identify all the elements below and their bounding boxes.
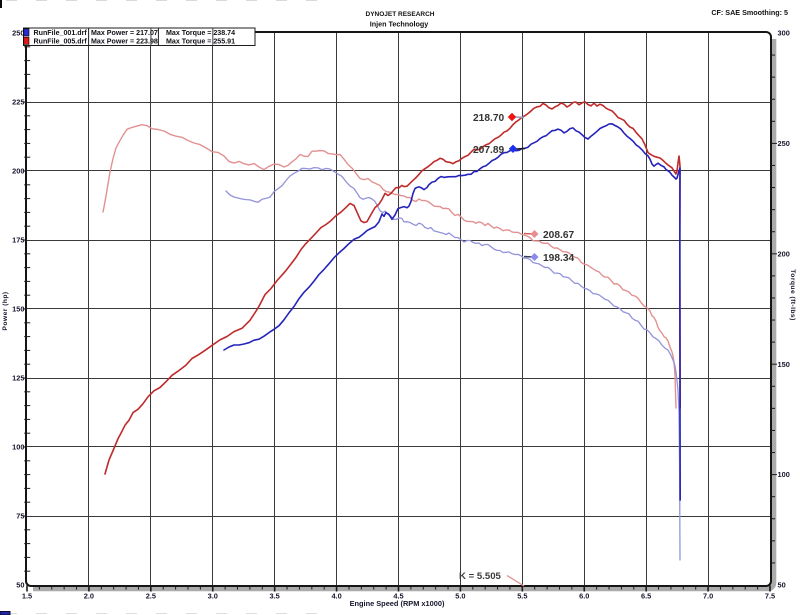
svg-text:7.0: 7.0 xyxy=(703,592,713,601)
svg-text:218.70: 218.70 xyxy=(473,113,504,124)
svg-text:4.0: 4.0 xyxy=(331,592,341,601)
svg-text:250: 250 xyxy=(12,29,24,38)
svg-text:7.5: 7.5 xyxy=(765,592,775,601)
svg-text:207.89: 207.89 xyxy=(473,145,504,156)
svg-text:5.5: 5.5 xyxy=(517,592,527,601)
svg-text:75: 75 xyxy=(16,512,24,521)
svg-text:DYNOJET RESEARCH: DYNOJET RESEARCH xyxy=(366,11,435,18)
svg-text:50: 50 xyxy=(778,581,786,590)
svg-text:198.34: 198.34 xyxy=(543,253,574,264)
svg-text:175: 175 xyxy=(12,236,24,245)
svg-text:Max Torque = 255.91: Max Torque = 255.91 xyxy=(166,38,235,46)
svg-text:CF: SAE Smoothing: 5: CF: SAE Smoothing: 5 xyxy=(711,8,788,17)
svg-text:Max Power = 223.98: Max Power = 223.98 xyxy=(91,38,158,46)
svg-text:3.5: 3.5 xyxy=(270,592,280,601)
svg-text:Injen Technology: Injen Technology xyxy=(370,20,429,29)
svg-text:Torque (ft-lbs): Torque (ft-lbs) xyxy=(789,269,796,321)
svg-text:Max Torque = 238.74: Max Torque = 238.74 xyxy=(166,29,235,37)
svg-text:100: 100 xyxy=(12,443,24,452)
svg-text:150: 150 xyxy=(778,360,790,369)
svg-text:100: 100 xyxy=(778,470,790,479)
svg-text:150: 150 xyxy=(12,305,24,314)
svg-text:5.0: 5.0 xyxy=(455,592,465,601)
svg-text:3.0: 3.0 xyxy=(208,592,218,601)
svg-text:300: 300 xyxy=(778,29,790,38)
svg-text:RunFile_005.drf: RunFile_005.drf xyxy=(34,38,88,46)
svg-text:50: 50 xyxy=(16,581,24,590)
svg-text:2.5: 2.5 xyxy=(146,592,156,601)
svg-text:200: 200 xyxy=(12,167,24,176)
svg-text:K = 5.505: K = 5.505 xyxy=(459,571,502,582)
svg-text:4.5: 4.5 xyxy=(393,592,403,601)
svg-text:6.0: 6.0 xyxy=(579,592,589,601)
svg-text:2.0: 2.0 xyxy=(84,592,94,601)
svg-text:Max Power = 217.07: Max Power = 217.07 xyxy=(91,29,158,37)
svg-text:208.67: 208.67 xyxy=(543,230,574,241)
svg-text:Engine Speed (RPM x1000): Engine Speed (RPM x1000) xyxy=(350,599,445,608)
svg-text:RunFile_001.drf: RunFile_001.drf xyxy=(34,29,88,37)
svg-text:Power (hp): Power (hp) xyxy=(2,291,9,330)
svg-text:250: 250 xyxy=(778,139,790,148)
svg-text:6.5: 6.5 xyxy=(641,592,651,601)
svg-text:225: 225 xyxy=(12,98,24,107)
svg-text:200: 200 xyxy=(778,249,790,258)
svg-text:1.5: 1.5 xyxy=(22,592,32,601)
svg-text:125: 125 xyxy=(12,374,24,383)
